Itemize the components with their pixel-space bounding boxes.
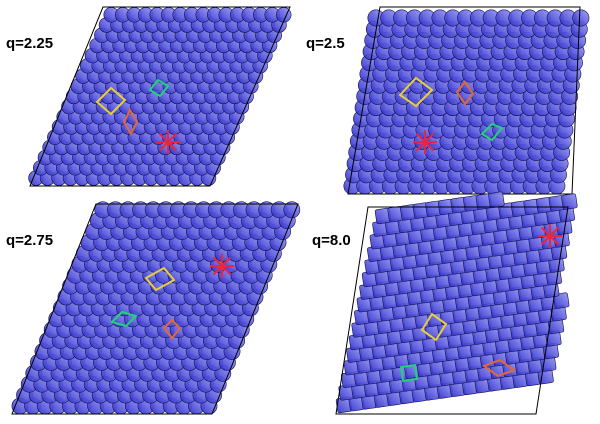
cell-outline — [29, 6, 291, 187]
particle — [572, 9, 590, 27]
markers — [95, 78, 180, 154]
particle — [488, 191, 505, 208]
red-star-marker — [538, 224, 562, 248]
green-rhombus-marker — [110, 310, 138, 328]
particle — [553, 292, 570, 309]
markers — [110, 254, 234, 340]
orange-rhombus-marker — [162, 318, 182, 340]
yellow-rhombus-marker — [398, 76, 434, 108]
star-ray — [158, 132, 178, 152]
panel-q25: q=2.5 — [306, 6, 590, 195]
panel-label: q=2.5 — [306, 35, 345, 52]
particle-lattice — [343, 9, 590, 195]
panel-q80: q=8.0 — [312, 191, 578, 415]
yellow-rhombus-marker — [95, 86, 127, 116]
star-ray — [212, 256, 232, 276]
orange-rhombus-marker — [122, 107, 139, 137]
green-rhombus-marker — [480, 122, 504, 142]
cell-outline — [335, 206, 569, 415]
particle — [561, 193, 578, 210]
orange-rhombus-marker — [481, 358, 517, 378]
particle-lattice — [11, 201, 301, 415]
panel-q225: q=2.25 — [6, 6, 292, 187]
markers — [399, 224, 562, 383]
panel-q275: q=2.75 — [6, 201, 301, 415]
panel-label: q=8.0 — [312, 232, 351, 249]
particle-lattice — [335, 191, 578, 414]
star-ray — [415, 132, 435, 152]
yellow-rhombus-marker — [144, 266, 176, 292]
markers — [398, 76, 504, 154]
red-star-marker — [210, 254, 234, 278]
red-star-marker — [156, 130, 180, 154]
panel-label: q=2.75 — [6, 232, 53, 249]
red-star-marker — [413, 130, 437, 154]
green-square-marker — [399, 363, 419, 383]
orange-rhombus-marker — [455, 80, 475, 106]
star-ray — [540, 226, 560, 246]
particle-lattice — [28, 7, 292, 186]
yellow-rhombus-marker — [420, 312, 448, 342]
panel-label: q=2.25 — [6, 35, 53, 52]
green-rhombus-marker — [148, 78, 170, 98]
cell-outline — [11, 203, 299, 415]
